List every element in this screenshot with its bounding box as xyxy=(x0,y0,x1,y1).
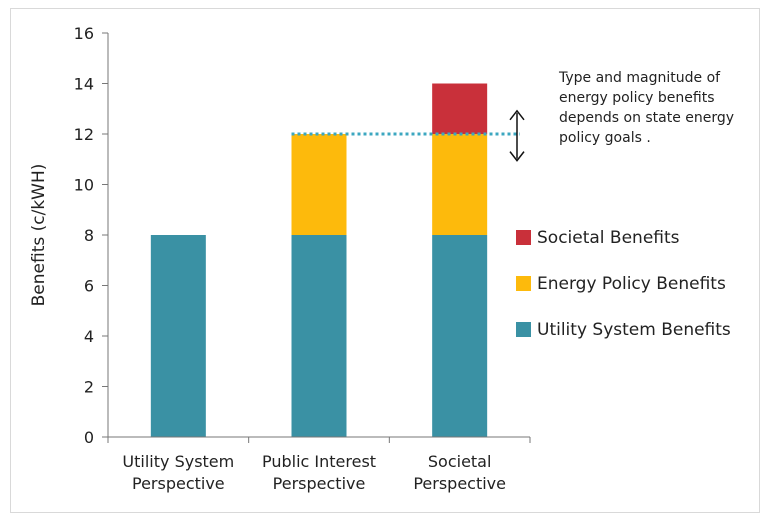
y-axis-ticks: 0 2 4 6 8 10 12 14 16 xyxy=(74,24,108,447)
y-tick-label: 10 xyxy=(74,176,94,195)
legend-label: Utility System Benefits xyxy=(537,320,731,340)
bar-societal-benefits xyxy=(432,83,488,134)
legend: Societal Benefits Energy Policy Benefits U… xyxy=(516,228,731,340)
chart-frame xyxy=(10,8,760,513)
annotation-text-line: depends on state energy xyxy=(559,110,734,126)
legend-label: Societal Benefits xyxy=(537,228,680,248)
legend-swatch xyxy=(516,230,531,245)
y-tick-label: 14 xyxy=(74,75,94,94)
y-tick-label: 0 xyxy=(84,428,94,447)
annotation-text-line: policy goals . xyxy=(559,130,651,146)
legend-swatch xyxy=(516,322,531,337)
x-category-label: Perspective xyxy=(273,474,366,493)
x-category-label: Utility System xyxy=(122,452,234,471)
annotation-arrow-head-down xyxy=(509,151,525,162)
bar-energy-policy-benefits xyxy=(291,134,347,235)
bars xyxy=(150,83,488,437)
y-tick-label: 2 xyxy=(84,378,94,397)
annotation-text-line: energy policy benefits xyxy=(559,90,714,106)
y-axis-label: Benefits (c/kWH) xyxy=(29,164,49,307)
y-tick-label: 4 xyxy=(84,327,94,346)
bar-utility-system-benefits xyxy=(291,235,347,437)
x-category-label: Perspective xyxy=(132,474,225,493)
axes xyxy=(107,33,531,443)
y-tick-label: 16 xyxy=(74,24,94,43)
legend-label: Energy Policy Benefits xyxy=(537,274,726,294)
x-category-label: Perspective xyxy=(413,474,506,493)
x-axis-labels: Utility System Perspective Public Interest… xyxy=(122,452,506,493)
x-category-label: Societal xyxy=(428,452,492,471)
y-tick-label: 12 xyxy=(74,125,94,144)
x-category-label: Public Interest xyxy=(262,452,376,471)
y-tick-label: 6 xyxy=(84,277,94,296)
bar-energy-policy-benefits xyxy=(432,134,488,235)
annotation-text-line: Type and magnitude of xyxy=(558,70,721,86)
annotation: Type and magnitude of energy policy benef… xyxy=(509,70,734,162)
annotation-arrow-head-up xyxy=(509,109,525,121)
bar-utility-system-benefits xyxy=(432,235,488,437)
bar-utility-system-benefits xyxy=(150,235,206,437)
legend-swatch xyxy=(516,276,531,291)
y-tick-label: 8 xyxy=(84,226,94,245)
